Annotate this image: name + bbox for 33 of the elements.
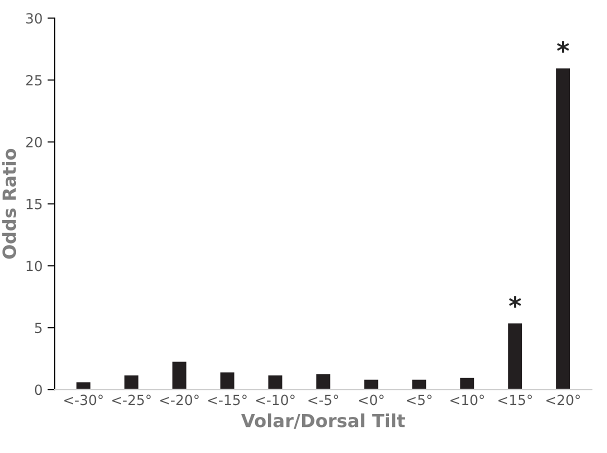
x-tick-label: <-15° [208, 394, 247, 406]
y-tick-label: 30 [26, 13, 42, 24]
bar [266, 374, 284, 390]
bar [314, 372, 332, 390]
x-tick-label: <-25° [112, 394, 151, 406]
bar [218, 370, 236, 390]
x-tick-label: <-5° [308, 394, 338, 406]
x-tick-label: <20° [546, 394, 580, 406]
bar [362, 378, 380, 390]
x-tick-label: <10° [450, 394, 484, 406]
annotation: * [509, 296, 522, 308]
bar [170, 360, 188, 390]
x-tick-label: <-30° [64, 394, 103, 406]
x-tick-label: <-20° [160, 394, 199, 406]
bar [506, 322, 524, 390]
y-tick-label: 0 [34, 384, 42, 396]
bar [554, 66, 572, 390]
y-tick-label: 15 [26, 199, 42, 210]
x-tick-label: <5° [406, 394, 432, 406]
bar [123, 374, 140, 390]
x-tick-label: <-10° [256, 394, 295, 406]
bar [458, 376, 476, 390]
x-axis-title: Volar/Dorsal Tilt [241, 413, 405, 429]
x-tick-label: <15° [498, 394, 532, 406]
x-tick-label: <0° [358, 394, 384, 406]
annotation: * [557, 41, 570, 53]
y-tick-label: 5 [35, 322, 42, 334]
bar [75, 380, 92, 390]
y-tick-label: 10 [26, 260, 42, 272]
y-axis-title: Odds Ratio [2, 148, 16, 259]
y-tick-label: 25 [26, 75, 42, 86]
bar [410, 378, 428, 390]
y-tick-label: 20 [26, 136, 42, 148]
